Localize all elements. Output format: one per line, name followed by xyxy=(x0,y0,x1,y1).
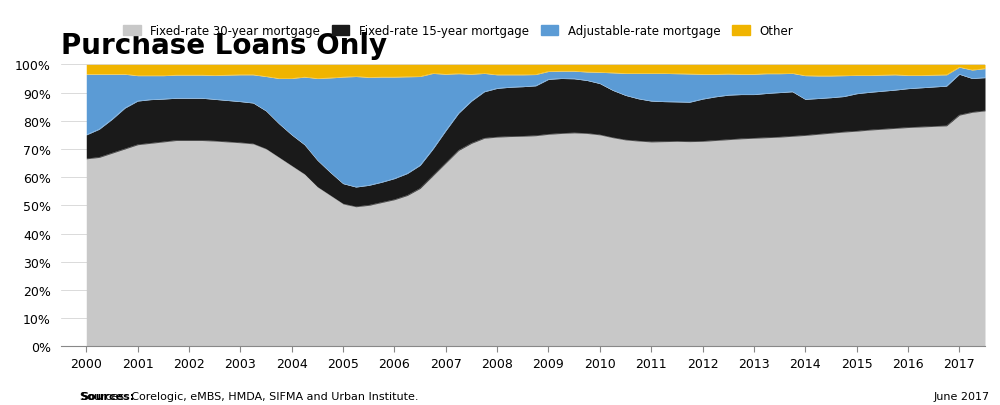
Text: Purchase Loans Only: Purchase Loans Only xyxy=(61,32,387,60)
Text: Sources: Corelogic, eMBS, HMDA, SIFMA and Urban Institute.: Sources: Corelogic, eMBS, HMDA, SIFMA an… xyxy=(80,391,418,401)
Text: June 2017: June 2017 xyxy=(934,391,990,401)
Text: Sources:: Sources: xyxy=(80,391,134,401)
Legend: Fixed-rate 30-year mortgage, Fixed-rate 15-year mortgage, Adjustable-rate mortga: Fixed-rate 30-year mortgage, Fixed-rate … xyxy=(118,21,798,43)
